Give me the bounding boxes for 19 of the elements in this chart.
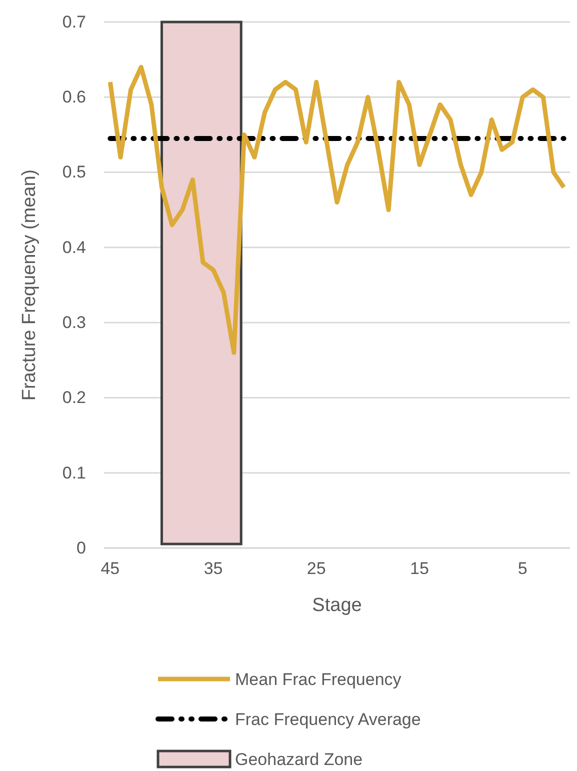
legend-label: Geohazard Zone xyxy=(235,750,363,769)
y-tick-label: 0.1 xyxy=(62,463,86,482)
x-tick-label: 25 xyxy=(306,559,326,578)
x-tick-label: 45 xyxy=(100,559,120,578)
line-series xyxy=(108,64,566,355)
x-axis-title: Stage xyxy=(312,595,362,616)
y-tick-label: 0.7 xyxy=(62,12,86,32)
x-tick-label: 5 xyxy=(518,559,528,578)
x-tick-label: 35 xyxy=(204,559,223,578)
y-tick-label: 0.3 xyxy=(62,313,86,332)
y-tick-label: 0.4 xyxy=(62,238,86,257)
y-tick-label: 0.6 xyxy=(62,88,86,107)
y-tick-label: 0.5 xyxy=(62,162,86,182)
legend-label: Mean Frac Frequency xyxy=(235,670,402,689)
legend-label: Frac Frequency Average xyxy=(235,710,421,729)
y-tick-label: 0 xyxy=(76,538,86,558)
y-tick-label: 0.2 xyxy=(62,388,86,408)
y-axis-title: Fracture Frequency (mean) xyxy=(19,169,40,401)
x-tick-label: 15 xyxy=(410,559,429,578)
